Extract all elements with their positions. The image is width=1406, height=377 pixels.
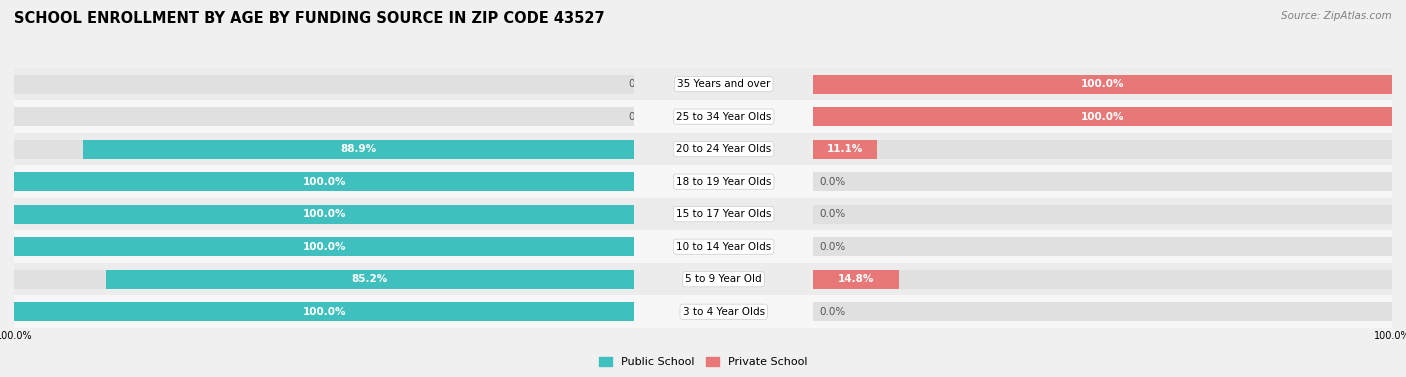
- Bar: [813, 75, 1392, 93]
- Bar: [813, 75, 1392, 93]
- Bar: [813, 100, 1392, 133]
- Bar: [634, 133, 813, 166]
- Text: 11.1%: 11.1%: [827, 144, 863, 154]
- Bar: [14, 263, 634, 296]
- Legend: Public School, Private School: Public School, Private School: [595, 352, 811, 371]
- Bar: [813, 296, 1392, 328]
- Text: 0.0%: 0.0%: [628, 79, 654, 89]
- Bar: [813, 68, 1392, 100]
- Bar: [14, 100, 634, 133]
- Bar: [634, 100, 813, 133]
- Text: 100.0%: 100.0%: [302, 242, 346, 252]
- Bar: [813, 205, 1392, 224]
- Text: 10 to 14 Year Olds: 10 to 14 Year Olds: [676, 242, 772, 252]
- Bar: [813, 133, 1392, 166]
- Text: 15 to 17 Year Olds: 15 to 17 Year Olds: [676, 209, 772, 219]
- Bar: [83, 140, 634, 159]
- Bar: [813, 140, 1392, 159]
- Bar: [14, 237, 634, 256]
- Bar: [14, 140, 634, 159]
- Text: SCHOOL ENROLLMENT BY AGE BY FUNDING SOURCE IN ZIP CODE 43527: SCHOOL ENROLLMENT BY AGE BY FUNDING SOUR…: [14, 11, 605, 26]
- Bar: [14, 270, 634, 289]
- Bar: [105, 270, 634, 289]
- Bar: [813, 140, 877, 159]
- Bar: [14, 166, 634, 198]
- Text: 88.9%: 88.9%: [340, 144, 377, 154]
- Text: 0.0%: 0.0%: [820, 177, 845, 187]
- Text: 0.0%: 0.0%: [820, 209, 845, 219]
- Text: 0.0%: 0.0%: [628, 112, 654, 122]
- Bar: [14, 302, 634, 321]
- Bar: [634, 68, 813, 100]
- Bar: [14, 68, 634, 100]
- Text: 20 to 24 Year Olds: 20 to 24 Year Olds: [676, 144, 772, 154]
- Text: 100.0%: 100.0%: [302, 307, 346, 317]
- Bar: [813, 172, 1392, 191]
- Bar: [14, 133, 634, 166]
- Bar: [813, 107, 1392, 126]
- Text: 100.0%: 100.0%: [1081, 112, 1125, 122]
- Text: 0.0%: 0.0%: [820, 307, 845, 317]
- Bar: [14, 302, 634, 321]
- Text: 14.8%: 14.8%: [838, 274, 875, 284]
- Bar: [14, 172, 634, 191]
- Text: 100.0%: 100.0%: [302, 209, 346, 219]
- Text: 25 to 34 Year Olds: 25 to 34 Year Olds: [676, 112, 772, 122]
- Bar: [813, 302, 1392, 321]
- Bar: [14, 198, 634, 230]
- Text: 35 Years and over: 35 Years and over: [676, 79, 770, 89]
- Text: Source: ZipAtlas.com: Source: ZipAtlas.com: [1281, 11, 1392, 21]
- Bar: [14, 205, 634, 224]
- Bar: [634, 263, 813, 296]
- Bar: [813, 263, 1392, 296]
- Bar: [14, 296, 634, 328]
- Bar: [813, 270, 1392, 289]
- Bar: [14, 107, 634, 126]
- Bar: [813, 237, 1392, 256]
- Bar: [634, 198, 813, 230]
- Bar: [634, 166, 813, 198]
- Bar: [813, 107, 1392, 126]
- Text: 0.0%: 0.0%: [820, 242, 845, 252]
- Bar: [813, 270, 898, 289]
- Bar: [14, 75, 634, 93]
- Text: 18 to 19 Year Olds: 18 to 19 Year Olds: [676, 177, 772, 187]
- Bar: [14, 237, 634, 256]
- Bar: [14, 205, 634, 224]
- Bar: [14, 230, 634, 263]
- Bar: [14, 172, 634, 191]
- Bar: [813, 198, 1392, 230]
- Text: 3 to 4 Year Olds: 3 to 4 Year Olds: [682, 307, 765, 317]
- Text: 85.2%: 85.2%: [352, 274, 388, 284]
- Bar: [813, 230, 1392, 263]
- Bar: [813, 166, 1392, 198]
- Bar: [634, 296, 813, 328]
- Text: 100.0%: 100.0%: [302, 177, 346, 187]
- Bar: [634, 230, 813, 263]
- Text: 5 to 9 Year Old: 5 to 9 Year Old: [685, 274, 762, 284]
- Text: 100.0%: 100.0%: [1081, 79, 1125, 89]
